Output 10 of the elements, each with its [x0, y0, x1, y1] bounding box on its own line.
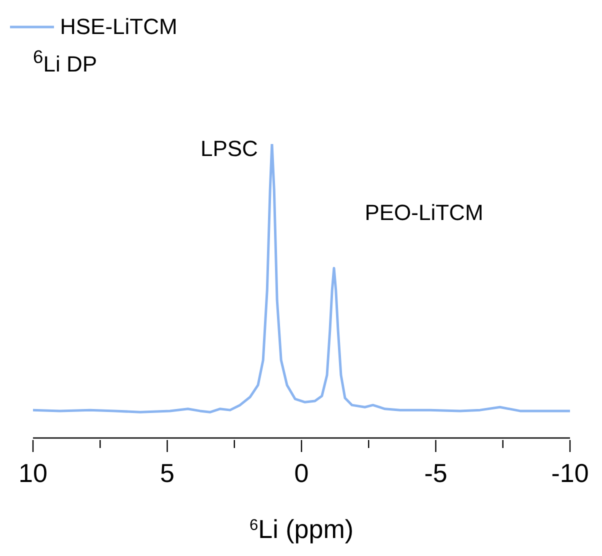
x-tick-label: -5: [424, 458, 448, 488]
annotation: LPSC: [200, 136, 258, 161]
legend-label: HSE-LiTCM: [60, 14, 178, 40]
text: $^{6}$Li DP: [33, 46, 98, 78]
x-tick-label: -10: [551, 458, 589, 488]
x-tick-label: 5: [160, 458, 174, 488]
annotation: PEO-LiTCM: [364, 200, 484, 226]
x-axis-title: $^{6}$Li (ppm): [249, 514, 354, 544]
x-tick-label: 10: [18, 458, 48, 488]
x-tick-label: 0: [294, 458, 309, 488]
